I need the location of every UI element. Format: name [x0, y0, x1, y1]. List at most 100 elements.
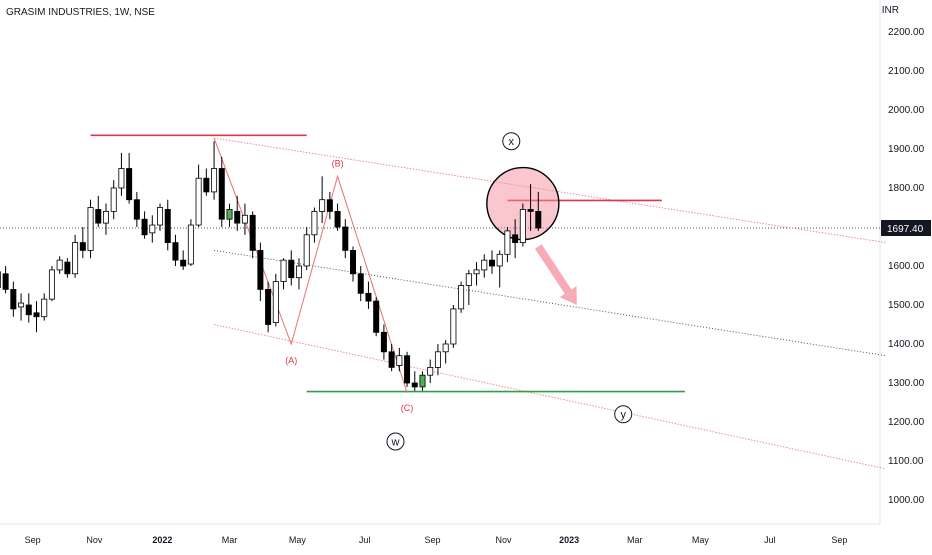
candle-body	[265, 288, 272, 325]
y-tick-label: 2000.00	[888, 105, 925, 116]
candle	[504, 227, 511, 263]
candle	[388, 344, 395, 372]
x-tick-label: Nov	[86, 535, 103, 545]
candle-body	[257, 249, 264, 290]
candle	[164, 199, 171, 251]
x-tick-label: Sep	[25, 535, 41, 545]
candle-body	[419, 374, 426, 388]
circled-label-ring	[502, 132, 521, 151]
candle	[118, 152, 125, 196]
candle	[203, 168, 210, 196]
x-tick-label: Jul	[764, 535, 776, 545]
candle	[180, 250, 187, 270]
candle-body	[133, 199, 140, 220]
candle	[195, 164, 202, 227]
candle	[87, 199, 94, 259]
candle	[25, 293, 32, 323]
last-price-label: 1697.40	[887, 224, 924, 235]
wave-label: (C)	[401, 403, 414, 413]
candle	[172, 234, 179, 266]
candle	[342, 219, 349, 259]
candle-body	[311, 210, 318, 236]
candle	[334, 203, 341, 231]
candle	[33, 301, 40, 333]
candle	[272, 273, 279, 327]
candle	[211, 141, 218, 200]
candle-body	[434, 351, 441, 368]
candle-body	[141, 218, 148, 236]
candle	[535, 191, 542, 231]
y-tick-label: 2100.00	[888, 66, 925, 77]
y-tick-label: 1900.00	[888, 144, 925, 155]
candle	[149, 215, 156, 243]
candle-body	[234, 210, 241, 224]
candle-body	[342, 226, 349, 251]
candle	[442, 340, 449, 364]
candle	[79, 227, 86, 259]
candle-body	[79, 242, 86, 251]
candle-body	[218, 168, 225, 220]
candle	[288, 250, 295, 286]
candle-body	[373, 300, 380, 333]
candle	[0, 271, 1, 288]
candle-body	[326, 199, 333, 212]
candle-body	[48, 269, 55, 300]
currency-label: INR	[881, 5, 899, 16]
channel-line	[213, 249, 886, 357]
candle	[234, 195, 241, 231]
circled-label: w	[391, 437, 400, 449]
candle	[465, 269, 472, 305]
candle-body	[33, 312, 40, 318]
candle	[48, 266, 55, 302]
candle	[380, 324, 387, 360]
candle-body	[149, 224, 156, 234]
last-price-tag	[881, 220, 931, 237]
candle-body	[303, 234, 310, 267]
candle-body	[95, 209, 102, 224]
candle-body	[203, 177, 210, 193]
candle	[311, 207, 318, 243]
candle-body	[187, 224, 194, 265]
candle	[419, 371, 426, 391]
candle	[2, 266, 9, 294]
wave-zigzag	[213, 137, 408, 393]
candle	[110, 180, 117, 220]
y-tick-label: 1300.00	[888, 378, 925, 389]
candle-body	[87, 207, 94, 251]
channel-line	[213, 324, 886, 470]
candle	[141, 211, 148, 239]
candle-body	[512, 234, 519, 244]
candle-body	[172, 242, 179, 261]
candle-body	[380, 331, 387, 353]
candle-body	[357, 273, 364, 294]
candle	[95, 195, 102, 227]
candle	[41, 293, 48, 321]
y-tick-label: 1600.00	[888, 261, 925, 272]
y-tick-label: 1800.00	[888, 183, 925, 194]
candle-body	[396, 355, 403, 366]
candle	[319, 176, 326, 224]
candle	[473, 262, 480, 286]
candle-body	[41, 298, 48, 318]
candle-body	[126, 168, 133, 201]
candle	[72, 234, 79, 278]
candle-body	[110, 187, 117, 212]
candle-body	[535, 210, 542, 229]
circled-label-ring	[614, 405, 633, 424]
candle	[527, 184, 534, 231]
x-tick-label: May	[289, 535, 307, 545]
candle-body	[365, 292, 372, 302]
candle	[427, 359, 434, 383]
candle	[434, 344, 441, 376]
candle-body	[211, 168, 218, 193]
candle-body	[450, 308, 457, 345]
candle-body	[180, 259, 187, 267]
candle-body	[0, 271, 1, 288]
candle-body	[504, 230, 511, 255]
candle	[218, 156, 225, 227]
x-tick-label: Mar	[222, 535, 238, 545]
circled-label-ring	[386, 432, 405, 451]
candle	[10, 281, 17, 317]
